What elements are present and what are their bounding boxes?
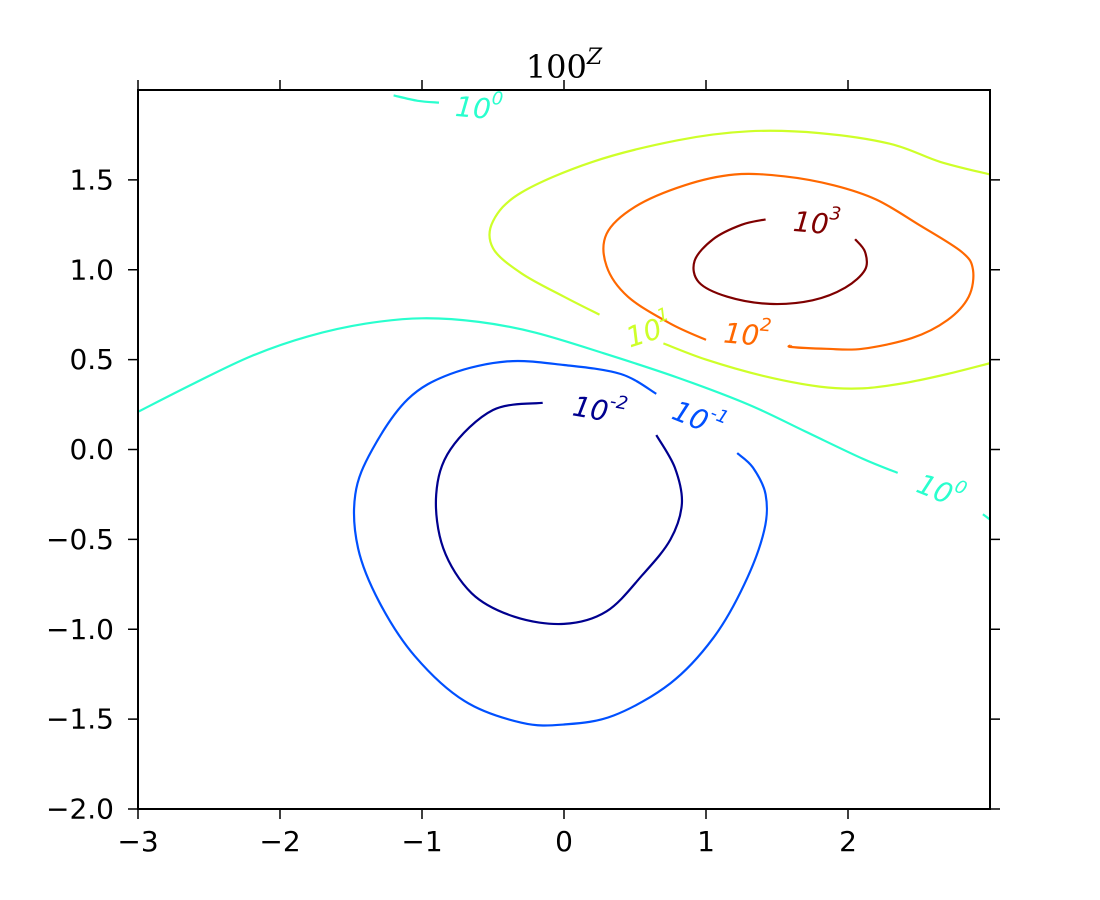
y-tick-label: 0.0: [69, 433, 114, 466]
y-tick-label: −1.0: [46, 613, 114, 646]
contour-line-level-3-segment-0: [488, 129, 990, 316]
contour-line-level-5-segment-0: [692, 218, 869, 306]
contour-label-level-2-1: 100: [454, 85, 504, 127]
axis-ticks: −3 −2 −1 0 1 2 −2.0 −1.5 −1.0 −0.5 0.0 0.5 1.0 1.5: [46, 80, 1000, 858]
y-tick-label: −2.0: [46, 793, 114, 826]
contour-line-level-4-segment-0: [602, 172, 975, 351]
contour-line-level-2-segment-0: [138, 317, 899, 474]
chart-title: 100Z: [526, 45, 603, 86]
x-tick-label: −2: [259, 825, 300, 858]
y-tick-label: 1.5: [69, 163, 114, 196]
x-tick-label: 1: [697, 825, 715, 858]
contour-line-level-2-segment-2: [393, 94, 440, 104]
contour-line-level-0-segment-0: [434, 401, 684, 626]
x-tick-label: 2: [839, 825, 857, 858]
x-tick-label: −3: [117, 825, 158, 858]
y-tick-label: 0.5: [69, 343, 114, 376]
x-tick-label: −1: [401, 825, 442, 858]
contour-label-level-2-0: 100: [912, 462, 970, 515]
y-tick-label: −1.5: [46, 703, 114, 736]
contour-line-level-1-segment-0: [352, 359, 769, 727]
contour-line-level-3-segment-1: [663, 342, 990, 390]
x-tick-label: 0: [555, 825, 573, 858]
contour-label-level-1-0: 10-1: [668, 389, 732, 444]
contour-label-level-0-0: 10-2: [570, 384, 629, 431]
plot-frame: [137, 89, 991, 810]
chart-title-superscript: Z: [586, 45, 603, 70]
contour-lines: [138, 94, 990, 727]
contour-label-level-4-0: 102: [722, 311, 772, 353]
contour-label-level-5-0: 103: [792, 200, 842, 242]
chart-title-base: 100: [526, 48, 587, 86]
y-tick-label: 1.0: [69, 253, 114, 286]
y-tick-label: −0.5: [46, 523, 114, 556]
contour-line-level-2-segment-1: [982, 513, 990, 521]
